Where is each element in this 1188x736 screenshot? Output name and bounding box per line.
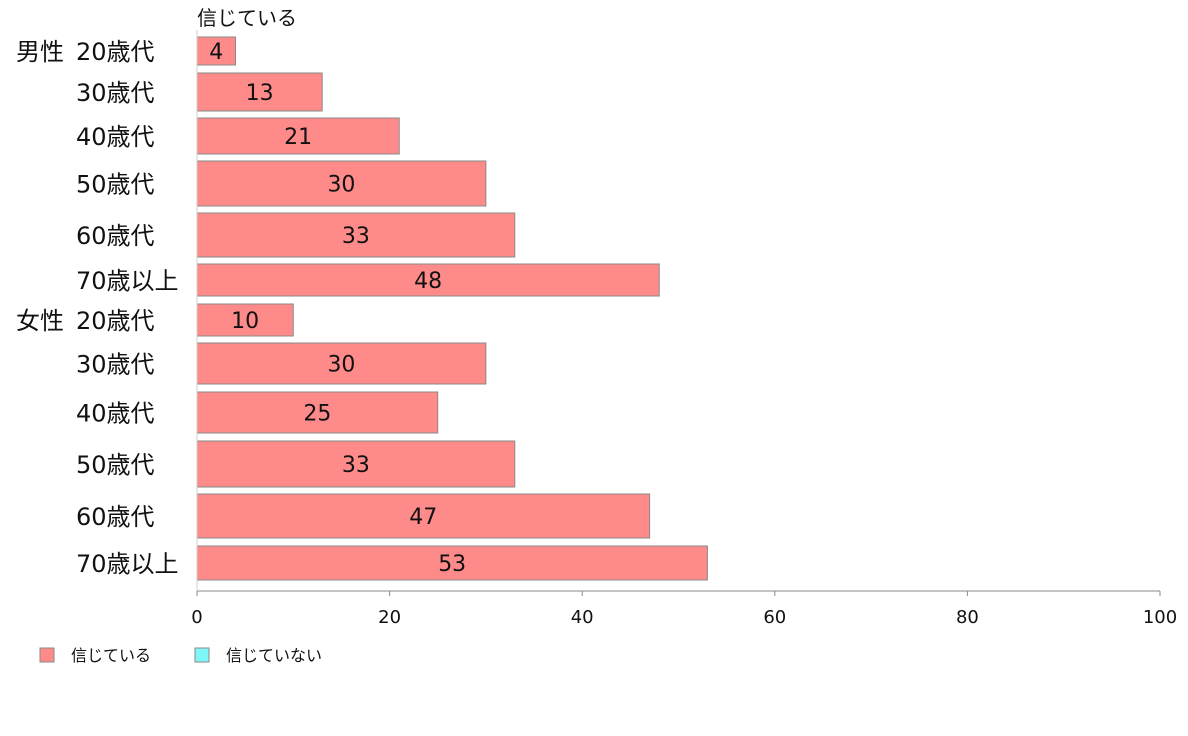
category-label: 30歳代: [76, 351, 155, 379]
category-label: 40歳代: [76, 400, 155, 428]
category-label: 20歳代: [76, 38, 155, 66]
bar-value-label: 33: [342, 453, 370, 478]
category-label: 60歳代: [76, 503, 155, 531]
bar-value-label: 53: [438, 552, 466, 577]
legend-label: 信じている: [71, 646, 151, 665]
group-label: 女性: [16, 307, 64, 335]
group-label: 男性: [16, 38, 64, 66]
bar-value-label: 10: [231, 309, 259, 334]
bar: [196, 493, 651, 539]
legend-swatch: [194, 647, 210, 663]
category-label: 70歳以上: [76, 550, 179, 578]
bar-value-label: 33: [342, 224, 370, 249]
category-label: 70歳以上: [76, 267, 179, 295]
category-label: 20歳代: [76, 307, 155, 335]
x-tick-label: 100: [1143, 607, 1177, 628]
category-label: 50歳代: [76, 171, 155, 199]
bar-value-label: 21: [284, 125, 312, 150]
bar-value-label: 30: [327, 353, 355, 378]
category-label: 50歳代: [76, 451, 155, 479]
bar-value-label: 25: [303, 402, 331, 427]
column-header: 信じている: [197, 6, 297, 30]
category-label: 60歳代: [76, 222, 155, 250]
bar: [196, 72, 323, 112]
x-tick-label: 20: [378, 607, 401, 628]
bar: [196, 117, 400, 155]
legend-label: 信じていない: [226, 646, 322, 665]
bar: [196, 160, 487, 207]
bar: [196, 212, 516, 258]
legend-swatch: [39, 647, 55, 663]
bar-value-label: 47: [409, 505, 437, 530]
bar-value-label: 4: [209, 40, 223, 65]
bar: [196, 440, 516, 488]
x-tick-label: 80: [956, 607, 979, 628]
bar-value-label: 30: [327, 173, 355, 198]
x-tick-label: 60: [763, 607, 786, 628]
bar: [196, 545, 708, 581]
x-tick-label: 0: [191, 607, 202, 628]
bar: [196, 303, 294, 337]
bar-value-label: 48: [414, 269, 442, 294]
category-label: 30歳代: [76, 79, 155, 107]
bar-value-label: 13: [246, 81, 274, 106]
x-tick-label: 40: [571, 607, 594, 628]
category-label: 40歳代: [76, 123, 155, 151]
